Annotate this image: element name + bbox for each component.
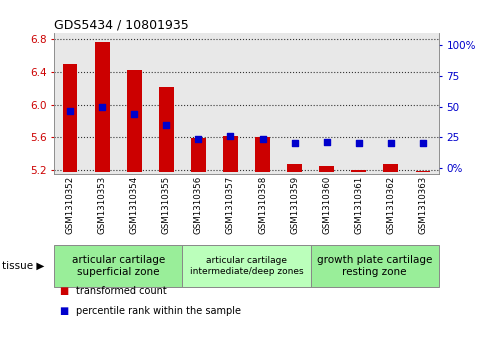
Point: [291, 140, 299, 146]
Bar: [159, 87, 174, 172]
Point: [258, 136, 266, 142]
Point: [322, 139, 330, 145]
Bar: [255, 138, 270, 172]
Bar: [95, 42, 109, 172]
Point: [226, 133, 234, 139]
Text: ■: ■: [59, 286, 69, 296]
Text: growth plate cartilage
resting zone: growth plate cartilage resting zone: [317, 255, 432, 277]
Bar: [63, 64, 77, 172]
Text: transformed count: transformed count: [76, 286, 167, 296]
Point: [66, 109, 74, 114]
Bar: [319, 166, 334, 172]
Point: [130, 111, 138, 117]
Bar: [384, 164, 398, 172]
Text: tissue ▶: tissue ▶: [2, 261, 45, 271]
Bar: [416, 171, 430, 172]
Bar: [127, 70, 141, 172]
Point: [194, 136, 202, 142]
Text: GDS5434 / 10801935: GDS5434 / 10801935: [54, 19, 189, 32]
Point: [354, 140, 362, 146]
Point: [387, 140, 394, 146]
Text: percentile rank within the sample: percentile rank within the sample: [76, 306, 242, 316]
Bar: [287, 164, 302, 172]
Point: [162, 122, 171, 128]
Bar: [223, 136, 238, 172]
Text: ■: ■: [59, 306, 69, 316]
Point: [98, 103, 106, 109]
Bar: [352, 170, 366, 172]
Text: articular cartilage
intermediate/deep zones: articular cartilage intermediate/deep zo…: [190, 256, 303, 276]
Text: articular cartilage
superficial zone: articular cartilage superficial zone: [71, 255, 165, 277]
Bar: [191, 138, 206, 172]
Point: [419, 140, 426, 146]
